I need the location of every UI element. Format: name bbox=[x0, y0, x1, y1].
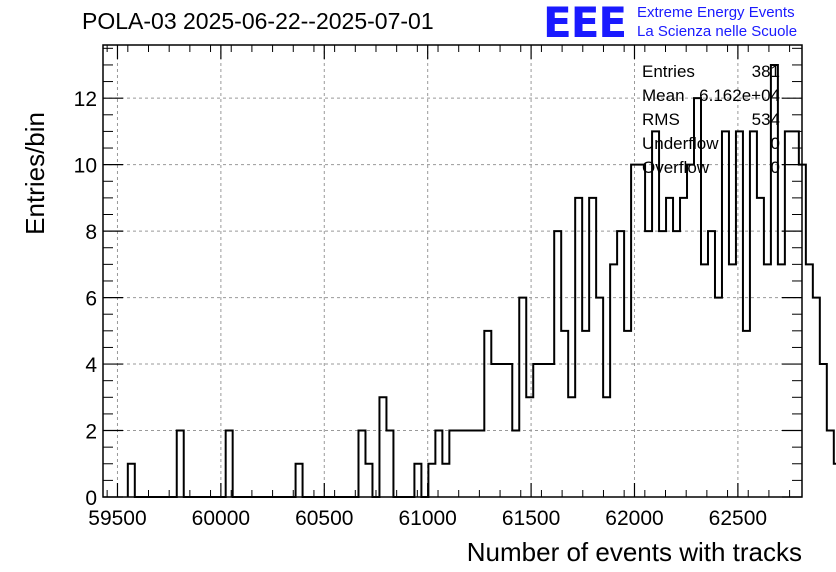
y-tick-label: 0 bbox=[85, 487, 97, 510]
histogram-bin bbox=[470, 431, 477, 497]
histogram-bin bbox=[736, 131, 743, 497]
histogram-bin bbox=[764, 264, 771, 497]
histogram-bin bbox=[743, 331, 750, 497]
x-axis-label: Number of events with tracks bbox=[466, 537, 802, 567]
y-tick-label: 12 bbox=[74, 88, 97, 111]
x-tick-label: 60000 bbox=[192, 507, 250, 530]
y-tick-label: 8 bbox=[85, 221, 97, 244]
histogram-bin bbox=[128, 464, 135, 497]
y-tick-labels: 0 2 4 6 8 10 12 bbox=[74, 88, 98, 510]
x-tick-label: 60500 bbox=[295, 507, 353, 530]
histogram-bin bbox=[827, 431, 834, 497]
x-tick-labels: 59500 60000 60500 61000 61500 62000 62500 bbox=[88, 507, 767, 530]
eee-logo: EEE bbox=[543, 0, 627, 47]
histogram-bin bbox=[778, 264, 785, 497]
histogram-bin bbox=[435, 431, 442, 497]
y-tick-label: 10 bbox=[74, 155, 97, 178]
histogram-bin bbox=[177, 431, 184, 497]
histogram-bin bbox=[561, 331, 568, 497]
histogram-bin bbox=[610, 264, 617, 497]
histogram-bin bbox=[519, 298, 526, 497]
axis-ticks bbox=[103, 45, 802, 498]
stats-entries: Entries 381 bbox=[642, 62, 780, 81]
histogram-bin bbox=[512, 431, 519, 497]
histogram-bin bbox=[449, 431, 456, 497]
histogram-bin bbox=[813, 298, 820, 497]
histogram-bin bbox=[701, 264, 708, 497]
logo-line-2: La Scienza nelle Scuole bbox=[637, 23, 798, 40]
stats-mean: Mean 6.162e+04 bbox=[642, 86, 780, 105]
x-tick-label: 62000 bbox=[605, 507, 663, 530]
histogram-bin bbox=[358, 431, 365, 497]
histogram-bin bbox=[785, 131, 792, 497]
histogram-bin bbox=[477, 431, 484, 497]
x-tick-label: 59500 bbox=[88, 507, 146, 530]
histogram-bin bbox=[715, 298, 722, 497]
logo-line-1: Extreme Energy Events bbox=[637, 4, 795, 21]
histogram-bin bbox=[596, 298, 603, 497]
histogram-bin bbox=[463, 431, 470, 497]
histogram-bin bbox=[568, 397, 575, 497]
histogram-bin bbox=[428, 464, 435, 497]
y-axis-label: Entries/bin bbox=[20, 112, 50, 235]
histogram-bin bbox=[729, 264, 736, 497]
histogram-bin bbox=[603, 397, 610, 497]
y-tick-label: 6 bbox=[85, 288, 97, 311]
histogram-bin bbox=[589, 198, 596, 497]
histogram-bin bbox=[687, 165, 694, 497]
histogram-bin bbox=[484, 331, 491, 497]
stats-box: Entries 381 Mean 6.162e+04 RMS 534 Underflo… bbox=[642, 60, 780, 180]
histogram-bin bbox=[666, 198, 673, 497]
histogram-bin bbox=[379, 397, 386, 497]
histogram-bin bbox=[820, 364, 827, 497]
histogram-bin bbox=[806, 264, 813, 497]
chart-title: POLA-03 2025-06-22--2025-07-01 bbox=[82, 8, 434, 34]
histogram-bin bbox=[442, 464, 449, 497]
histogram-bin bbox=[526, 397, 533, 497]
x-tick-label: 62500 bbox=[709, 507, 767, 530]
histogram-bin bbox=[456, 431, 463, 497]
histogram-bin bbox=[226, 431, 233, 497]
histogram-bin bbox=[652, 131, 659, 497]
histogram-bin bbox=[722, 131, 729, 497]
histogram-bin bbox=[582, 331, 589, 497]
x-tick-label: 61000 bbox=[398, 507, 456, 530]
histogram-bin bbox=[386, 431, 393, 497]
histogram-bin bbox=[296, 464, 303, 497]
x-tick-label: 61500 bbox=[502, 507, 560, 530]
histogram-bin bbox=[414, 464, 421, 497]
logo-caption: Extreme Energy Events La Scienza nelle S… bbox=[637, 3, 797, 41]
histogram-bin bbox=[757, 198, 764, 497]
stats-overflow: Overflow 0 bbox=[642, 158, 780, 177]
histogram-bin bbox=[638, 165, 645, 497]
y-tick-label: 4 bbox=[85, 354, 97, 377]
histogram-bin bbox=[624, 331, 631, 497]
stats-rms: RMS 534 bbox=[642, 110, 780, 129]
grid-lines bbox=[103, 45, 802, 497]
histogram-bin bbox=[365, 464, 372, 497]
histogram-bin bbox=[680, 198, 687, 497]
histogram-bin bbox=[575, 198, 582, 497]
stats-underflow: Underflow 0 bbox=[642, 134, 780, 153]
plot-frame bbox=[102, 44, 803, 498]
histogram-bin bbox=[750, 131, 757, 497]
y-tick-label: 2 bbox=[85, 421, 97, 444]
